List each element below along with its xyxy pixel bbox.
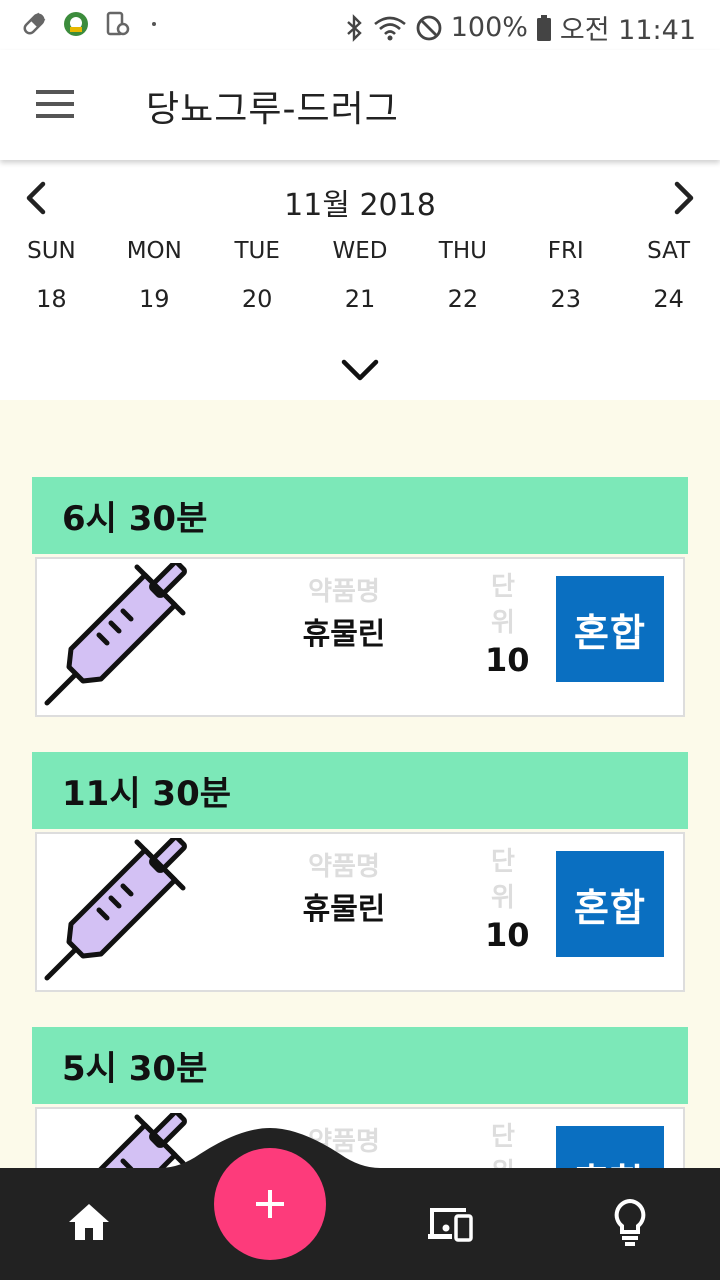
schedule-entry: 6시 30분 약품명 휴물린 단위 10 혼합 [32, 477, 688, 717]
date-cell[interactable]: 22 [447, 285, 479, 313]
battery-percent: 100% [450, 12, 528, 43]
date-cell[interactable]: 24 [653, 285, 684, 313]
app-title: 당뇨그루-드러그 [146, 89, 399, 130]
drug-name-label: 약품명 [308, 577, 380, 607]
date-cell[interactable]: 18 [36, 285, 67, 313]
time-header: 11시 30분 [32, 752, 688, 829]
calendar-month-label: 11월 2018 [284, 188, 436, 223]
schedule-entry: 11시 30분 약품명 휴물린 단위 10 혼합 [32, 752, 688, 992]
lightbulb-icon[interactable] [612, 1198, 648, 1248]
date-cell[interactable]: 21 [344, 285, 376, 313]
plus-icon [256, 1190, 284, 1218]
syringe-icon [44, 563, 187, 706]
more-notifications-dot [152, 22, 156, 26]
drug-name-label: 약품명 [308, 852, 380, 882]
weekday-wed: WED [332, 238, 388, 264]
chevron-down-icon[interactable] [340, 356, 380, 384]
syringe-icon [44, 838, 187, 981]
chevron-left-icon[interactable] [18, 178, 58, 218]
unit-value: 10 [485, 641, 530, 679]
unit-value: 10 [485, 916, 530, 954]
clock: 오전 11:41 [559, 15, 696, 46]
date-cell[interactable]: 20 [241, 285, 273, 313]
weekday-sat: SAT [647, 238, 691, 264]
weekday-row: SUN MON TUE WED THU FRI SAT [0, 238, 720, 264]
date-row: 18 19 20 21 22 23 24 [0, 285, 720, 313]
wifi-icon [373, 16, 406, 40]
weekday-tue: TUE [234, 238, 280, 264]
mix-button[interactable]: 혼합 [556, 851, 664, 957]
weekday-thu: THU [438, 238, 487, 264]
unit-label: 단위 [491, 572, 515, 638]
status-bar: 100% 오전 11:41 [0, 0, 720, 50]
pill-notification-icon [23, 12, 46, 35]
bottom-navigation [0, 1168, 720, 1280]
bluetooth-icon [346, 13, 362, 42]
date-cell[interactable]: 19 [139, 285, 170, 313]
weekday-fri: FRI [547, 238, 584, 264]
add-medication-button[interactable] [214, 1148, 326, 1260]
medication-card[interactable]: 약품명 휴물린 단위 10 혼합 [35, 832, 685, 992]
medication-card[interactable]: 약품명 휴물린 단위 10 혼합 [35, 557, 685, 717]
weekday-sun: SUN [27, 238, 76, 264]
time-header: 6시 30분 [32, 477, 688, 554]
date-cell[interactable]: 23 [550, 285, 581, 313]
unit-label: 단위 [491, 847, 515, 913]
chevron-right-icon[interactable] [662, 178, 702, 218]
hamburger-menu-icon[interactable] [36, 90, 76, 120]
app-notification-icon [64, 12, 88, 36]
battery-icon [536, 14, 551, 41]
time-header: 5시 30분 [32, 1027, 688, 1104]
drug-name: 휴물린 [302, 617, 386, 652]
drug-name: 휴물린 [302, 892, 386, 927]
home-icon[interactable] [68, 1202, 110, 1242]
mix-button[interactable]: 혼합 [556, 576, 664, 682]
weekday-mon: MON [126, 238, 182, 264]
app-bar: 당뇨그루-드러그 [0, 50, 720, 160]
do-not-disturb-icon [416, 15, 442, 40]
week-calendar: 11월 2018 SUN MON TUE WED THU FRI SAT 18 … [0, 160, 720, 400]
devices-icon[interactable] [426, 1204, 474, 1242]
screenshot-notification-icon [106, 11, 130, 36]
